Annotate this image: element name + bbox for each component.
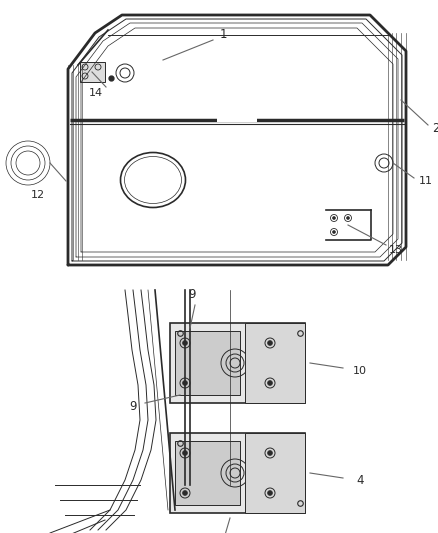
Circle shape bbox=[268, 490, 272, 496]
Text: 14: 14 bbox=[89, 88, 103, 98]
Circle shape bbox=[332, 216, 336, 220]
Bar bbox=[175, 331, 240, 395]
Circle shape bbox=[346, 216, 350, 220]
Circle shape bbox=[183, 381, 187, 385]
Circle shape bbox=[183, 341, 187, 345]
Text: 2: 2 bbox=[432, 122, 438, 134]
Text: 9: 9 bbox=[129, 400, 137, 414]
Circle shape bbox=[183, 450, 187, 456]
Bar bbox=[245, 433, 305, 513]
Text: 10: 10 bbox=[353, 366, 367, 376]
Bar bbox=[175, 441, 240, 505]
Circle shape bbox=[268, 341, 272, 345]
Text: 13: 13 bbox=[389, 245, 403, 255]
Bar bbox=[80, 62, 105, 82]
Text: 11: 11 bbox=[419, 176, 433, 186]
Circle shape bbox=[268, 450, 272, 456]
Text: 4: 4 bbox=[356, 474, 364, 488]
Bar bbox=[245, 323, 305, 403]
Circle shape bbox=[268, 381, 272, 385]
Text: 1: 1 bbox=[219, 28, 227, 42]
Bar bbox=[170, 433, 305, 513]
Bar bbox=[170, 323, 305, 403]
Text: 12: 12 bbox=[31, 190, 45, 200]
Circle shape bbox=[183, 490, 187, 496]
Circle shape bbox=[332, 230, 336, 233]
Text: 9: 9 bbox=[188, 288, 196, 302]
